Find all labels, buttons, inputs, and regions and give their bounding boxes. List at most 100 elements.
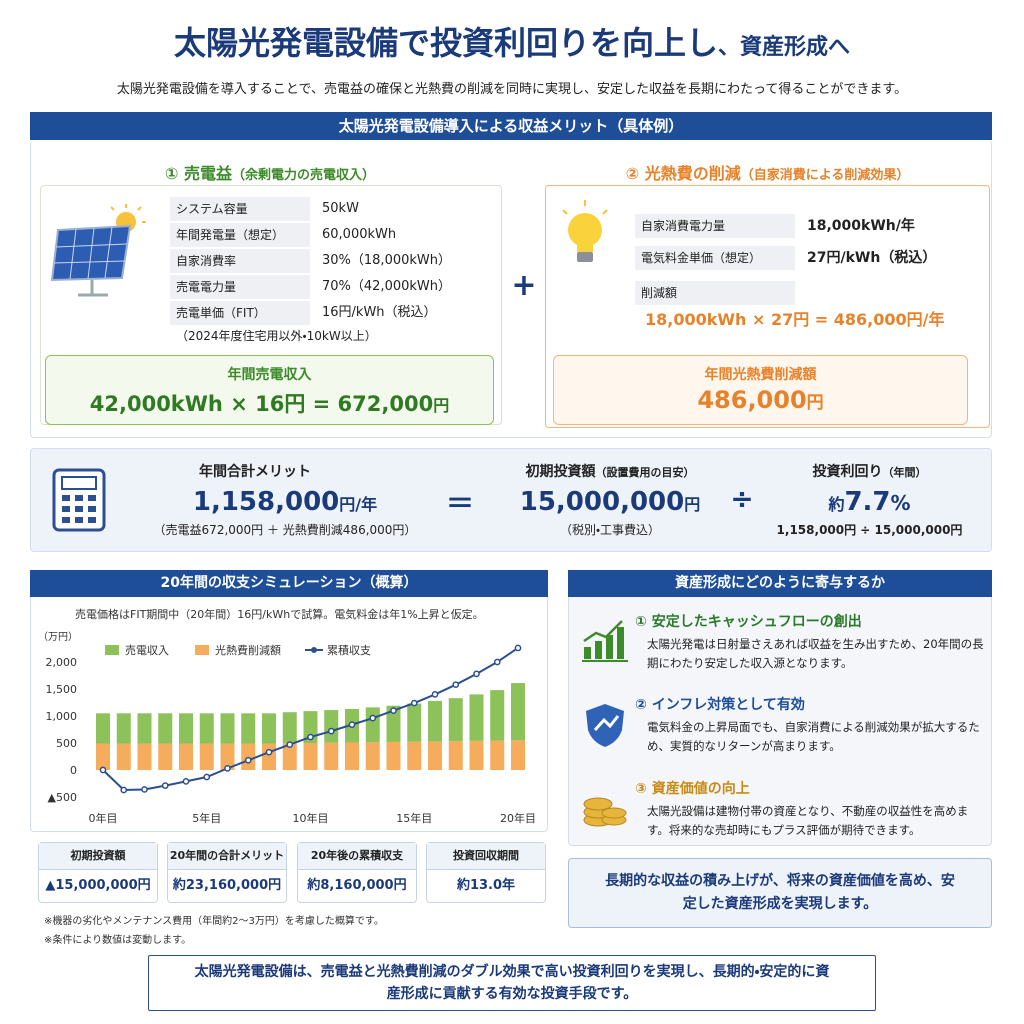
- bar: [116, 743, 131, 770]
- line-point: [161, 782, 169, 790]
- row-label: 電気料金単価（想定）: [635, 246, 795, 270]
- total-value: 1,158,000: [192, 487, 340, 517]
- line-point: [182, 777, 190, 785]
- yield-value: 7.7: [844, 487, 891, 517]
- bar: [282, 712, 297, 744]
- contribution-item: ① 安定したキャッシュフローの創出 太陽光発電は日射量さえあれば収益を生み出すた…: [635, 611, 985, 673]
- summary-total: 年間合計メリット 1,158,000円/年 （売電益672,000円 ＋ 光熱費…: [120, 461, 450, 538]
- line-point: [327, 727, 335, 735]
- saving-calc: 18,000kWh × 27円 = 486,000円/年: [645, 310, 945, 329]
- legend-swatch: [195, 645, 209, 655]
- plus: +: [511, 268, 537, 303]
- conclusion: 長期的な収益の積み上げが、将来の資産価値を高め、安定した資産形成を実現します。: [568, 858, 992, 928]
- line-point: [203, 773, 211, 781]
- line-point: [244, 756, 252, 764]
- row-value: 18,000kWh/年: [807, 218, 915, 234]
- line-point: [369, 714, 377, 722]
- initial-label-note: （設置費用の目安）: [595, 466, 695, 479]
- bar: [448, 741, 463, 770]
- saving-calc-label: 削減額: [635, 281, 795, 305]
- bar: [324, 710, 339, 743]
- y-tick-label: ▲500: [48, 791, 77, 804]
- line-point: [141, 786, 148, 793]
- contribution-item: ② インフレ対策として有効 電気料金の上昇局面でも、自家消費による削減効果が拡大…: [635, 694, 985, 756]
- solar-panel-icon: [50, 204, 146, 297]
- y-tick-label: 1,000: [46, 710, 78, 723]
- bar: [386, 741, 401, 770]
- saving-result-unit: 円: [806, 393, 824, 413]
- row-label: 自家消費電力量: [635, 214, 795, 238]
- bulb-icon: [562, 200, 608, 262]
- total-note: （売電益672,000円 ＋ 光熱費削減486,000円）: [153, 523, 417, 537]
- saving-heading-note: （自家消費による削減効果）: [740, 168, 910, 183]
- row-value: 50kW: [322, 201, 359, 216]
- shield-icon: [586, 704, 624, 747]
- saving-result-label: 年間光熱費削減額: [704, 367, 817, 383]
- y-axis-label: （万円）: [38, 631, 78, 643]
- line-point: [348, 721, 356, 728]
- row-value: 60,000kWh: [322, 227, 397, 242]
- line-point: [224, 765, 231, 772]
- bar: [365, 742, 380, 770]
- saving-result-box: 年間光熱費削減額 486,000円: [553, 355, 968, 425]
- stat-card: 20年後の累積収支 約8,160,000円: [297, 842, 417, 903]
- summary-yield: 投資利回り（年間） 約7.7% 1,158,000円 ÷ 15,000,000円: [762, 461, 977, 538]
- bar: [428, 700, 442, 742]
- bar: [179, 713, 193, 744]
- line-point: [99, 766, 107, 774]
- bar: [199, 713, 214, 744]
- bar: [137, 743, 152, 770]
- yield-prefix: 約: [828, 495, 845, 514]
- line-point: [390, 707, 397, 714]
- bar: [407, 703, 422, 742]
- sale-heading-main: ① 売電益: [164, 164, 233, 183]
- x-tick-label: 5年目: [192, 811, 221, 825]
- row-label: 売電電力量: [170, 275, 310, 299]
- bar: [365, 707, 380, 743]
- initial-value: 15,000,000: [519, 487, 685, 517]
- line-point: [493, 658, 501, 666]
- saving-result: 486,000: [697, 386, 807, 414]
- bar: [241, 743, 256, 770]
- line-point: [452, 681, 460, 689]
- bar: [469, 694, 484, 741]
- summary-initial: 初期投資額（設置費用の目安） 15,000,000円 （税別・工事費込）: [490, 461, 730, 538]
- stat-label: 20年間の合計メリット: [168, 843, 286, 870]
- bar: [220, 743, 235, 770]
- legend-label: 累積収支: [327, 643, 371, 657]
- title-small: 、資産形成へ: [718, 35, 851, 60]
- y-tick-label: 2,000: [46, 656, 78, 669]
- item-body: 電気料金の上昇局面でも、自家消費による削減効果が拡大するため、実質的なリターンが…: [647, 720, 980, 753]
- line-point: [473, 670, 480, 678]
- bar: [511, 683, 525, 741]
- saving-heading: ② 光熱費の削減（自家消費による削減効果）: [545, 160, 990, 184]
- stat-label: 初期投資額: [39, 843, 157, 870]
- legend-label: 売電収入: [125, 644, 169, 657]
- item-title: ② インフレ対策として有効: [635, 697, 805, 713]
- divide: ÷: [730, 482, 754, 515]
- bar: [282, 743, 297, 770]
- x-tick-label: 15年目: [396, 811, 432, 825]
- bar: [345, 742, 359, 770]
- legend-swatch: [105, 645, 119, 655]
- row-value: 16円/kWh（税込）: [322, 305, 437, 320]
- stat-value: 約13.0年: [456, 878, 516, 893]
- bar: [158, 743, 173, 770]
- item-title: ③ 資産価値の向上: [635, 781, 750, 797]
- item-body: 太陽光発電は日射量さえあれば収益を生み出すため、20年間の長期にわたり安定した収…: [647, 637, 984, 670]
- bar: [490, 740, 505, 770]
- sim-note: ※機器の劣化やメンテナンス費用（年間約2〜3万円）を考慮した概算です。: [44, 916, 384, 927]
- bar: [448, 698, 463, 742]
- chart: 売電価格はFIT期間中（20年間）16円/kWhで試算。電気料金は年1%上昇と仮…: [38, 607, 536, 825]
- x-tick-label: 0年目: [89, 811, 118, 825]
- sale-heading: ① 売電益（余剰電力の売電収入）: [40, 160, 500, 184]
- y-tick-label: 500: [56, 737, 77, 750]
- saving-heading-main: ② 光熱費の削減: [625, 164, 741, 183]
- line-point: [286, 741, 294, 748]
- bar: [262, 713, 276, 744]
- stat-label: 投資回収期間: [427, 843, 545, 870]
- initial-note: （税別・工事費込）: [559, 523, 661, 537]
- summary-panel: [30, 448, 992, 552]
- y-tick-label: 1,500: [46, 683, 78, 696]
